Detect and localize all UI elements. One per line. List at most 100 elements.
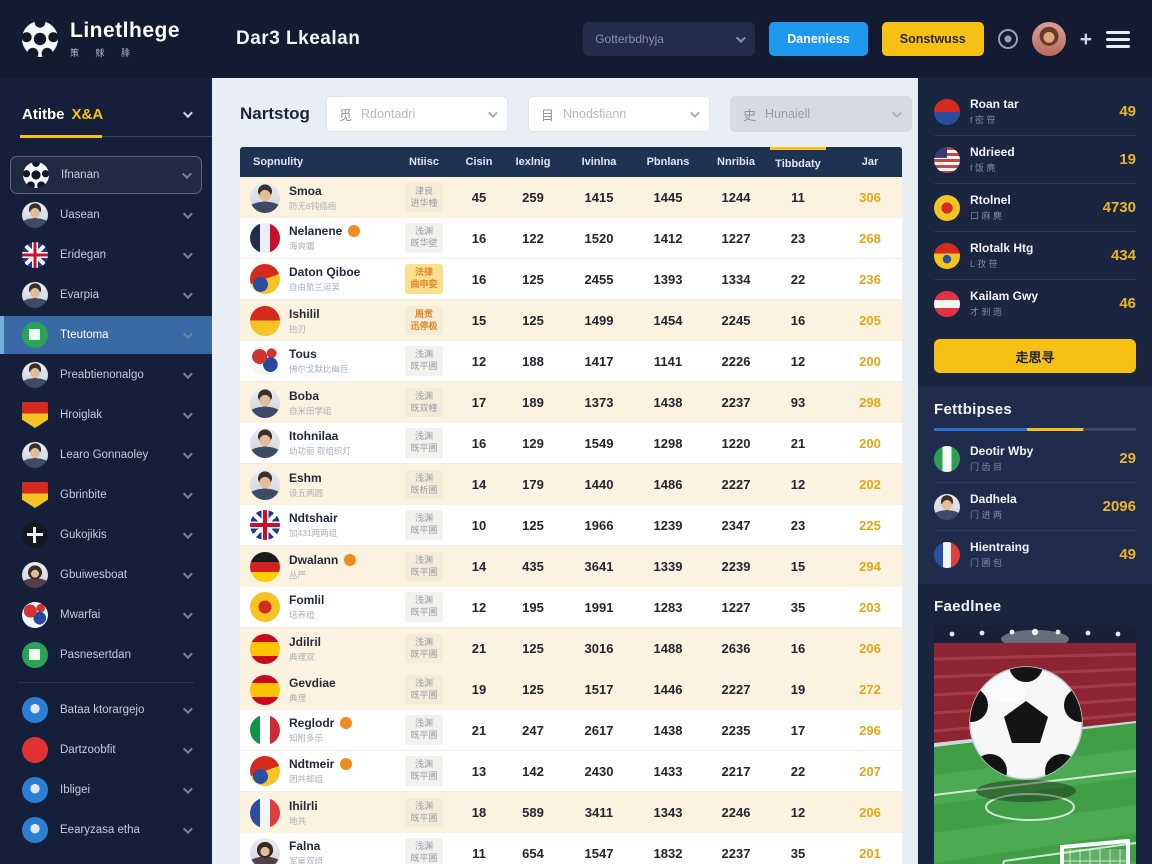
flag-paint-icon [250,346,280,376]
table-row[interactable]: Falna 军案双组 浅渊 既平圃 11 654 1547 1832 2237 35 201 [240,833,902,864]
list-item-value: 434 [1110,247,1136,264]
column-header-3[interactable]: Cisin [465,156,493,168]
stat-value: 12 [790,477,806,492]
list-item[interactable]: Hientraing 门 圃 包 49 [934,531,1136,578]
column-header-7[interactable]: Nnribia [717,156,755,168]
column-header-1[interactable]: Sopnulity [253,156,304,168]
table-row[interactable]: Jdilril 典理双 浅渊 既平圃 21 125 3016 1488 2636 16 206 [240,628,902,669]
column-header-9[interactable]: Jar [861,156,879,168]
sidebar-item-1[interactable]: Ifnanan [10,156,202,194]
tag-line-1: 周贯 [414,308,433,319]
team-tag: 法律 曲申娈 [405,264,443,294]
table-row[interactable]: Boba 自米田学组 浅渊 既双幢 17 189 1373 1438 2237 93 298 [240,382,902,423]
sidebar-item-label: Eridegan [60,249,107,261]
page-title: Dar3 Lkealan [236,28,361,49]
sidebar-item-label: Gbuiwesboat [60,569,128,581]
crest-b-icon [250,305,280,336]
flag-us-icon [934,146,960,173]
list-item-name: Ndrieed [970,145,1015,159]
user-avatar[interactable] [1031,22,1066,56]
stat-value: 12 [471,353,487,369]
app-logo[interactable]: Linetlhege 策 赇 腓 [22,19,180,59]
sidebar-item-13[interactable]: Pasnesertdan [10,636,202,674]
plus-icon[interactable]: + [1079,27,1092,51]
sidebar-item-5[interactable]: Tteutoma [0,316,212,354]
list-item[interactable]: Kailam Gwy 才 刹 迤 46 [934,280,1136,327]
column-header-2[interactable]: Ntiisc [409,156,439,168]
flag-es-icon [250,674,280,705]
table-row[interactable]: Ishilil 抬刃 周贯 迅停极 15 125 1499 1454 2245 16 205 [240,300,902,341]
column-header-8[interactable]: Tibbdaty [770,147,826,177]
tag-line-2: 既平圃 [410,730,438,740]
stat-value: 2239 [721,559,751,574]
team-name: Dwalann [289,553,357,567]
list-item[interactable]: Rlotalk Htg L 孜 笹 434 [934,232,1136,280]
sidebar-item-11[interactable]: Gbuiwesboat [10,556,202,594]
stat-value: 1298 [653,435,683,451]
table-row[interactable]: Gevdiae 典理 浅渊 既平圃 19 125 1517 1446 2227 19 272 [240,669,902,710]
avatar-m-icon [250,387,280,418]
avatar-m-icon [250,182,280,213]
table-row[interactable]: Eshm 设五两圆 浅渊 既析圃 14 179 1440 1486 2227 12 202 [240,464,902,505]
sidebar-section-header[interactable]: Atitbe X&A [0,106,212,123]
sidebar-item-17[interactable]: Eearyzasa etha [10,811,202,849]
tag-line-2: 曲申娈 [410,279,438,289]
stadium-soccer-photo[interactable] [934,625,1136,864]
list-item[interactable]: Deotir Wby 门 齿 目 29 [934,435,1136,483]
sidebar-item-8[interactable]: Learo Gonnaoley [10,436,202,474]
table-row[interactable]: Itohnilaa 幼功丽 取组织灯 浅渊 既平圃 16 129 1549 1298 1220 2… [240,423,902,464]
total-value: 200 [859,435,881,451]
sidebar-item-15[interactable]: Dartzoobfit [10,731,202,769]
total-value: 207 [859,763,881,779]
total-value: 306 [859,190,881,205]
total-value: 206 [859,805,881,820]
sidebar-item-10[interactable]: Gukojikis [10,516,202,554]
sidebar-item-16[interactable]: Ibligei [10,771,202,809]
table-row[interactable]: Dwalann 丛严 浅渊 既平圃 14 435 3641 1339 2239 15 294 [240,546,902,587]
table-row[interactable]: Fomlil 培养组 浅渊 既平圃 12 195 1991 1283 1227 35 203 [240,587,902,628]
filter-dropdown-3[interactable]: 史 Hunaiell [730,96,912,132]
tag-line-2: 既平圃 [410,525,438,535]
sidebar-item-6[interactable]: Preabtienonalgo [10,356,202,394]
table-row[interactable]: Ihilrli 地共 浅渊 既平圃 18 589 3411 1343 2246 12 206 [240,792,902,833]
sidebar-item-3[interactable]: Eridegan [10,236,202,274]
list-item[interactable]: Rtolnel 口 麻 麂 4730 [934,184,1136,232]
sidebar-nav: Ifnanan Uasean Eridegan Evarpia Tteutoma Prea… [0,156,212,849]
view-more-button[interactable]: 走思寻 [934,339,1136,373]
table-row[interactable]: Tous 佛尔戈默比幽巨 浅渊 既平圃 12 188 1417 1141 2226 12 200 [240,341,902,382]
column-header-6[interactable]: Pbnlans [646,156,690,168]
list-item[interactable]: Roan tar f 密 笹 49 [934,88,1136,136]
globe-icon[interactable] [997,29,1018,49]
table-row[interactable]: Nelanene 海爽霜 浅渊 既华壁 16 122 1520 1412 1227 23 268 [240,218,902,259]
table-row[interactable]: Ndtshair 加431两两组 浅渊 既平圃 10 125 1966 1239 2347 23 2… [240,505,902,546]
table-row[interactable]: Daton Qiboe 自由航兰运吴 法律 曲申娈 16 125 2455 1393 1334 2… [240,259,902,300]
filter-dropdown-1[interactable]: 觅 Rdontadri [326,96,508,132]
list-item[interactable]: Dadhela 门 进 两 2096 [934,483,1136,531]
primary-action-button[interactable]: Daneniess [769,22,868,56]
secondary-action-button[interactable]: Sonstwuss [881,22,984,56]
team-cell: Ishilil 抬刃 [240,305,392,336]
sidebar-item-14[interactable]: Bataa ktorargejo [10,691,202,729]
column-header-5[interactable]: Ivinlna [581,156,617,168]
tag-line-2: 既平圃 [410,607,438,617]
filter-dropdown-2[interactable]: 目 Nnodsfiann [528,96,710,132]
stat-value: 1283 [653,599,683,615]
flag-gwg-icon [934,445,960,472]
tag-line-2: 既平圃 [410,566,438,577]
sidebar-item-7[interactable]: Hroiglak [10,396,202,434]
team-name: Boba [289,388,319,403]
list-item[interactable]: Ndrieed f 饭 麂 19 [934,136,1136,184]
stat-value: 129 [522,435,544,451]
sidebar-item-12[interactable]: Mwarfai [10,596,202,634]
sidebar-item-4[interactable]: Evarpia [10,276,202,314]
table-row[interactable]: Reglodr 知附多乐 浅渊 既平圃 21 247 2617 1438 2235 17 296 [240,710,902,751]
sidebar-item-9[interactable]: Gbrinbite [10,476,202,514]
table-row[interactable]: Smoa 防无8钝癌痼 津良 进华幢 45 259 1415 1445 1244 11 306 [240,177,902,218]
table-row[interactable]: Ndtmeir 团共邮组 浅渊 既平圃 13 142 2430 1433 2217 22 207 [240,751,902,792]
column-header-4[interactable]: Iexlnig [515,156,551,168]
list-item-text: Rlotalk Htg L 孜 笹 [970,241,1033,270]
header-dropdown[interactable]: Gotterbdhyja [583,22,756,56]
menu-icon[interactable] [1106,30,1130,48]
sidebar-item-2[interactable]: Uasean [10,196,202,234]
list-item-text: Ndrieed f 饭 麂 [970,145,1015,174]
